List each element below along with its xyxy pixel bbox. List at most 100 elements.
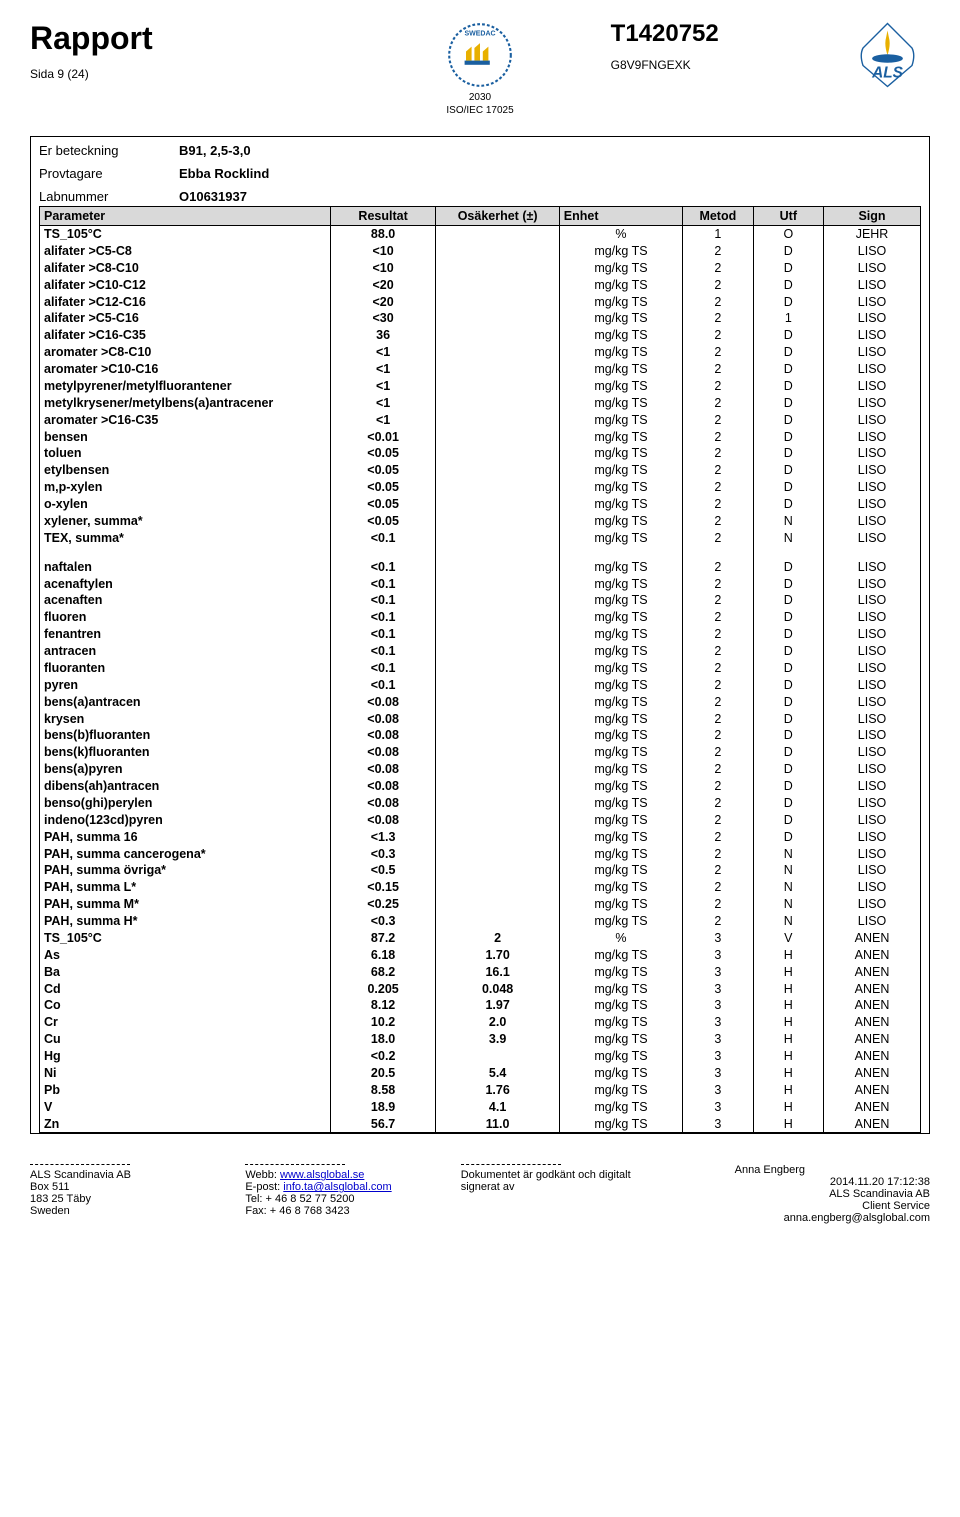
cell: mg/kg TS: [559, 294, 682, 311]
cell: <1: [330, 412, 436, 429]
cell: 2: [683, 913, 753, 930]
cell: 56.7: [330, 1116, 436, 1133]
cell: ANEN: [824, 1031, 921, 1048]
cell: 2: [683, 846, 753, 863]
cell: LISO: [824, 846, 921, 863]
cell: H: [753, 1065, 823, 1082]
cell: <10: [330, 260, 436, 277]
svg-text:ALS: ALS: [871, 64, 904, 81]
cell: LISO: [824, 592, 921, 609]
cell: [436, 711, 559, 728]
table-row: dibens(ah)antracen<0.08mg/kg TS2DLISO: [40, 778, 921, 795]
cell: D: [753, 378, 823, 395]
cell: mg/kg TS: [559, 694, 682, 711]
cell: mg/kg TS: [559, 997, 682, 1014]
cell: bens(a)pyren: [40, 761, 331, 778]
cell: mg/kg TS: [559, 829, 682, 846]
cell: 2: [683, 479, 753, 496]
table-row: TS_105°C88.0%1OJEHR: [40, 226, 921, 243]
table-row: PAH, summa M*<0.25mg/kg TS2NLISO: [40, 896, 921, 913]
cell: H: [753, 1099, 823, 1116]
cell: mg/kg TS: [559, 1031, 682, 1048]
cell: <1: [330, 344, 436, 361]
cell: Cu: [40, 1031, 331, 1048]
cell: mg/kg TS: [559, 327, 682, 344]
cell: LISO: [824, 412, 921, 429]
table-row: metylkrysener/metylbens(a)antracener<1mg…: [40, 395, 921, 412]
cell: D: [753, 496, 823, 513]
cell: <0.08: [330, 778, 436, 795]
cell: mg/kg TS: [559, 445, 682, 462]
cell: PAH, summa L*: [40, 879, 331, 896]
cell: [436, 361, 559, 378]
cell: [436, 761, 559, 778]
cell: <0.3: [330, 846, 436, 863]
cell: <0.1: [330, 677, 436, 694]
cell: TEX, summa*: [40, 530, 331, 547]
header-left: Rapport Sida 9 (24): [30, 20, 349, 81]
cell: mg/kg TS: [559, 1082, 682, 1099]
cell: H: [753, 947, 823, 964]
cell: LISO: [824, 677, 921, 694]
cell: LISO: [824, 462, 921, 479]
cell: 2: [683, 378, 753, 395]
page-header: Rapport Sida 9 (24) SWEDAC 2030 ISO/IEC …: [30, 20, 930, 116]
cell: <0.08: [330, 694, 436, 711]
cell: [436, 479, 559, 496]
fax-line: Fax: + 46 8 768 3423: [245, 1205, 440, 1217]
cell: 11.0: [436, 1116, 559, 1133]
cell: H: [753, 1082, 823, 1099]
cell: fluoren: [40, 609, 331, 626]
table-row: krysen<0.08mg/kg TS2DLISO: [40, 711, 921, 728]
cell: mg/kg TS: [559, 778, 682, 795]
prov-label: Provtagare: [39, 166, 179, 181]
cell: D: [753, 592, 823, 609]
cell: <0.08: [330, 727, 436, 744]
cell: alifater >C16-C35: [40, 327, 331, 344]
cell: alifater >C12-C16: [40, 294, 331, 311]
cell: 3: [683, 981, 753, 998]
table-row: m,p-xylen<0.05mg/kg TS2DLISO: [40, 479, 921, 496]
cell: 3: [683, 1082, 753, 1099]
cell: <0.15: [330, 879, 436, 896]
cell: LISO: [824, 711, 921, 728]
cell: LISO: [824, 378, 921, 395]
cell: [436, 395, 559, 412]
cell: [436, 913, 559, 930]
cell: 2: [683, 592, 753, 609]
cell: ANEN: [824, 997, 921, 1014]
swedac-logo-icon: SWEDAC: [445, 20, 515, 90]
table-row: acenaftylen<0.1mg/kg TS2DLISO: [40, 576, 921, 593]
cell: alifater >C8-C10: [40, 260, 331, 277]
cell: 1.97: [436, 997, 559, 1014]
cell: 8.12: [330, 997, 436, 1014]
table-row: PAH, summa L*<0.15mg/kg TS2NLISO: [40, 879, 921, 896]
cell: LISO: [824, 896, 921, 913]
table-row: antracen<0.1mg/kg TS2DLISO: [40, 643, 921, 660]
cell: 2: [436, 930, 559, 947]
lab-value: O10631937: [179, 189, 247, 204]
cell: [436, 559, 559, 576]
cell: [436, 862, 559, 879]
cell: %: [559, 226, 682, 243]
cell: 8.58: [330, 1082, 436, 1099]
col-header: Osäkerhet (±): [436, 207, 559, 226]
email-link[interactable]: info.ta@alsglobal.com: [283, 1181, 391, 1193]
cell: 2: [683, 260, 753, 277]
cell: 2: [683, 395, 753, 412]
table-row: benso(ghi)perylen<0.08mg/kg TS2DLISO: [40, 795, 921, 812]
cell: D: [753, 344, 823, 361]
cell: <1: [330, 378, 436, 395]
cell: pyren: [40, 677, 331, 694]
cell: acenaften: [40, 592, 331, 609]
footer-address: ALS Scandinavia AB Box 511 183 25 Täby S…: [30, 1164, 225, 1224]
cell: 1: [683, 226, 753, 243]
sign-dept: Client Service: [735, 1200, 930, 1212]
cell: N: [753, 846, 823, 863]
cell: mg/kg TS: [559, 310, 682, 327]
web-link[interactable]: www.alsglobal.se: [280, 1169, 364, 1181]
cell: Cr: [40, 1014, 331, 1031]
cell: mg/kg TS: [559, 462, 682, 479]
cell: Co: [40, 997, 331, 1014]
cell: LISO: [824, 862, 921, 879]
